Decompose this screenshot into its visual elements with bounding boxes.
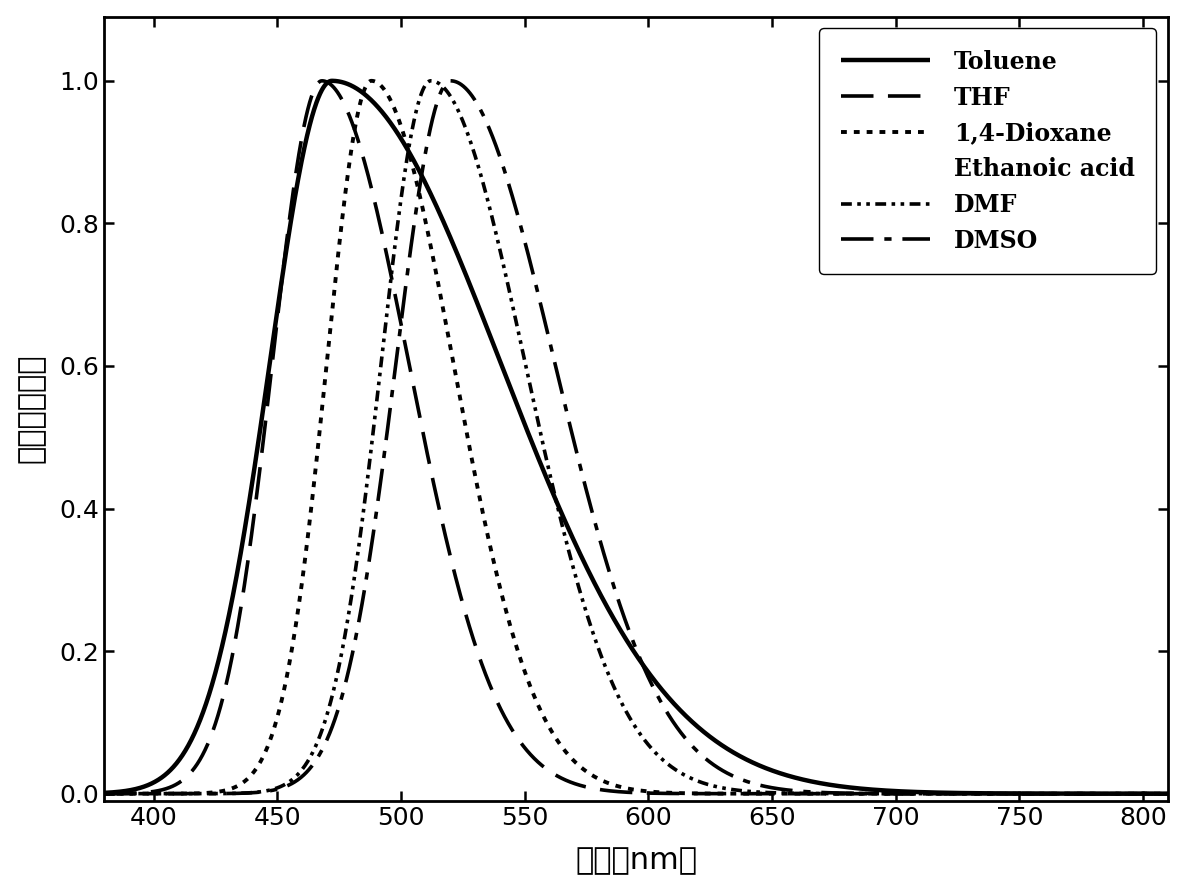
X-axis label: 波长（nm）: 波长（nm） [575, 847, 697, 875]
Legend: Toluene, THF, 1,4-Dioxane, Ethanoic acid, DMF, DMSO: Toluene, THF, 1,4-Dioxane, Ethanoic acid… [819, 29, 1156, 274]
Y-axis label: 标准荧光强度: 标准荧光强度 [17, 354, 45, 464]
